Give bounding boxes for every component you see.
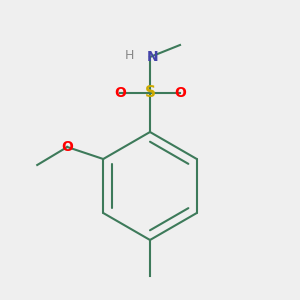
Text: S: S — [145, 85, 155, 100]
Text: O: O — [114, 86, 126, 100]
Text: N: N — [147, 50, 159, 64]
Text: O: O — [174, 86, 186, 100]
Text: H: H — [124, 49, 134, 62]
Text: O: O — [61, 140, 73, 154]
